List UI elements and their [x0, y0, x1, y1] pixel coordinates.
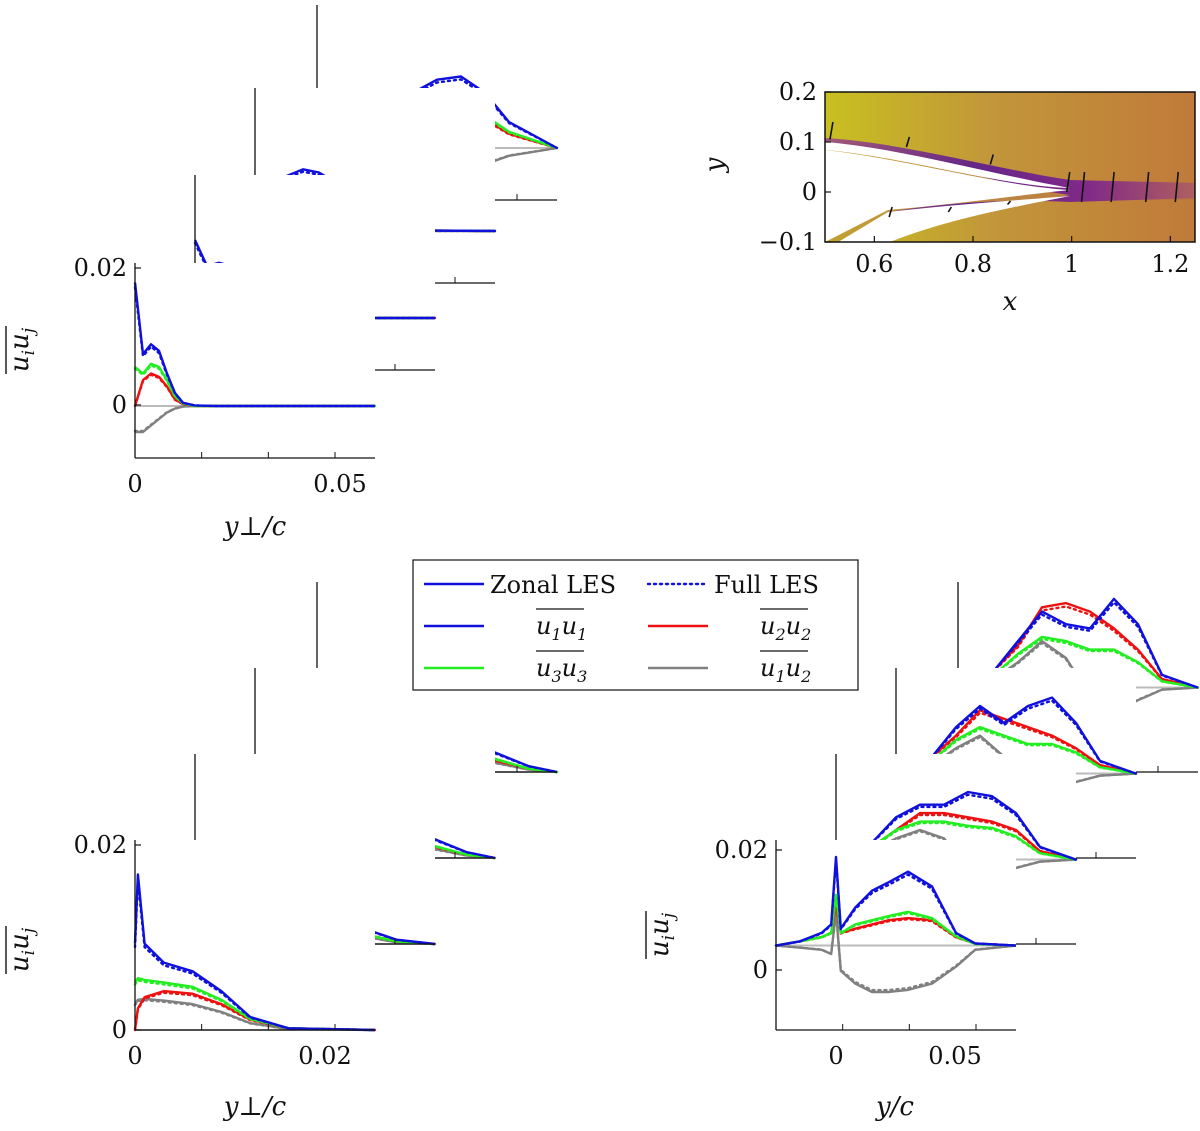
svg-text:uiuj: uiuj	[645, 912, 679, 957]
u3u3-full-line	[894, 727, 1138, 775]
station-line-4	[1065, 171, 1071, 193]
y-tick-label: 0	[802, 178, 817, 206]
y-tick-label: 0.2	[779, 78, 817, 106]
y-axis-label: uiuj	[645, 911, 679, 959]
station-line-3	[989, 154, 995, 165]
station-line-9	[888, 206, 893, 218]
x-axis-label: y/c	[875, 1092, 914, 1122]
x-axis-label: y⊥/c	[223, 1092, 287, 1122]
u1u1-zonal-line	[957, 597, 1199, 689]
station-line-5	[1080, 171, 1086, 203]
u1u1-full-line	[956, 600, 1200, 689]
contour-axes: 0.6 0.8 1 1.2 −0.1 0 0.1 0.2 x y	[700, 78, 1189, 317]
upper-left-chart: 0 0.02 0 0.05 y⊥/c uiuj	[5, 5, 559, 542]
x-axis-label: y⊥/c	[223, 512, 287, 542]
u1u2-full-line	[774, 912, 1018, 992]
u2u2-full-line	[834, 813, 1078, 861]
u1u1-full-line	[133, 880, 377, 1032]
x-tick-label: 1	[1064, 250, 1079, 278]
u1u1-full-line	[894, 699, 1138, 775]
profile-stations	[829, 121, 1180, 218]
upper-airfoil	[825, 142, 1070, 188]
legend-entry-label: u3u3	[536, 654, 587, 686]
station-line-7	[1144, 171, 1150, 203]
x-tick-label: 0	[828, 1042, 843, 1070]
legend-entry-label: u2u2	[760, 612, 811, 644]
x-tick-label: 0.8	[954, 250, 992, 278]
x-tick-label: 0.05	[928, 1042, 981, 1070]
svg-text:uiuj: uiuj	[5, 927, 39, 972]
station-1	[774, 840, 1018, 1031]
station-line-8	[1174, 171, 1180, 203]
legend-entry-label: u1u2	[760, 654, 811, 686]
y-tick-label: 0.1	[779, 128, 817, 156]
u2u2-full-line	[133, 991, 377, 1032]
station-line-1	[829, 121, 834, 140]
y-axis-label: uiuj	[5, 926, 39, 974]
legend-entry-label: u1u1	[536, 612, 587, 644]
legend-entry-u1u1: u1u1	[424, 608, 587, 644]
x-tick-label: 0	[127, 1042, 142, 1070]
lower-airfoil	[825, 196, 1070, 242]
station-background	[135, 263, 375, 458]
y-tick-label: −0.1	[759, 228, 817, 256]
x-tick-label: 0.02	[298, 1042, 351, 1070]
svg-text:uiuj: uiuj	[5, 327, 39, 372]
y-tick-label: 0	[112, 1016, 127, 1044]
y-tick-label: 0.02	[715, 836, 768, 864]
legend-entry-u3u3: u3u3	[424, 650, 587, 686]
u3u3-full-line	[774, 896, 1018, 947]
station-background	[135, 840, 375, 1030]
legend-dotted-label: Full LES	[714, 571, 819, 599]
x-tick-label: 0	[127, 470, 142, 498]
legend-entry-u1u2: u1u2	[648, 650, 811, 686]
legend-entries: u1u1 u2u2 u3u3 u1u2	[424, 608, 811, 686]
u1u1-full-line	[774, 860, 1018, 947]
x-tick-label: 0.05	[313, 470, 366, 498]
y-tick-label: 0	[753, 956, 768, 984]
u1u2-full-line	[133, 998, 377, 1032]
u3u3-full-line	[956, 637, 1200, 689]
legend-box	[412, 559, 859, 691]
contour-frame	[824, 91, 1196, 243]
u2u2-full-line	[956, 605, 1200, 689]
upper-white-gap	[825, 150, 1070, 242]
u1u1-full-line	[834, 793, 1078, 861]
legend: Zonal LES Full LES u1u1 u2u2 u3u3 u1u2	[412, 559, 859, 691]
station-line-10	[947, 206, 953, 213]
lower-right-chart: 0 0.02 0 0.05 y/c uiuj	[645, 582, 1200, 1122]
u1u1-full-line	[193, 866, 437, 946]
station-1	[133, 840, 377, 1032]
station-line-11	[1006, 200, 1012, 206]
y-tick-label: 0	[112, 391, 127, 419]
station-line-6	[1110, 171, 1115, 203]
x-tick-label: 1.2	[1151, 250, 1189, 278]
u3u3-full-line	[834, 821, 1078, 861]
x-tick-label: 0.6	[855, 250, 893, 278]
station-line-2	[905, 136, 911, 148]
station-background	[776, 840, 1016, 1030]
y-axis-label: uiuj	[5, 326, 39, 374]
u2u2-full-line	[894, 711, 1138, 775]
y-tick-label: 0.02	[74, 831, 127, 859]
u1u1-full-line	[133, 286, 377, 408]
legend-entry-u2u2: u2u2	[648, 608, 811, 644]
y-tick-label: 0.02	[74, 254, 127, 282]
y-axis-label: y	[700, 157, 730, 173]
legend-solid-label: Zonal LES	[490, 571, 616, 599]
lower-left-chart: 0 0.02 0 0.02 y⊥/c uiuj	[5, 582, 559, 1122]
x-axis-label: x	[1003, 287, 1018, 317]
station-1	[133, 263, 377, 459]
upper-right-contour-chart: 0.6 0.8 1 1.2 −0.1 0 0.1 0.2 x y	[700, 78, 1196, 317]
